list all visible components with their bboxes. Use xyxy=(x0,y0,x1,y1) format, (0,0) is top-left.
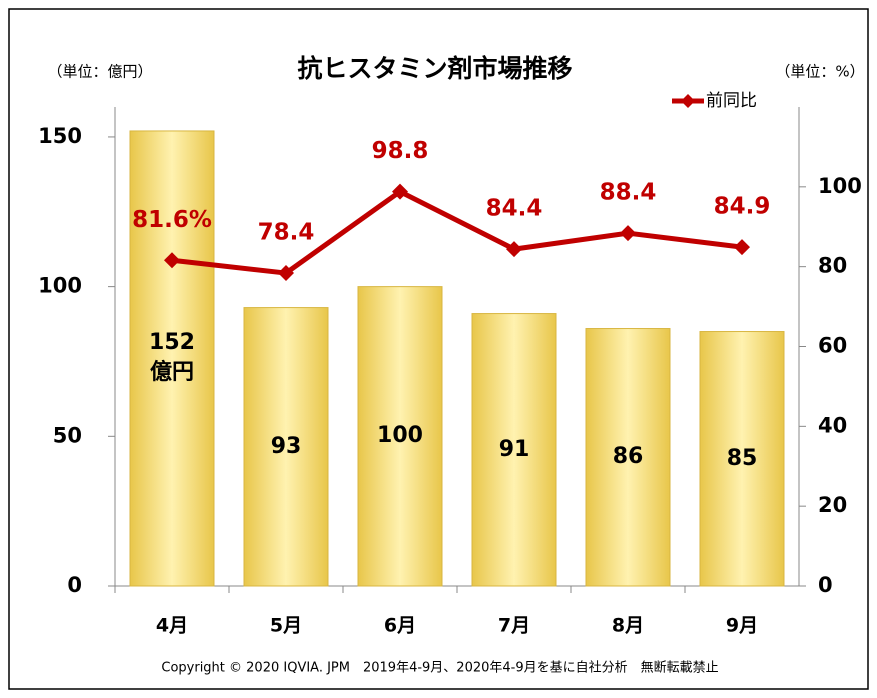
marker xyxy=(392,183,408,200)
x-tick-label: 8月 xyxy=(612,615,644,637)
y-tick-label: 150 xyxy=(38,124,82,148)
bar-label: 93 xyxy=(270,433,302,459)
y-tick-label: 50 xyxy=(53,423,82,447)
line-label: 84.4 xyxy=(486,196,543,222)
marker xyxy=(734,239,750,256)
line-label: 98.8 xyxy=(372,138,429,164)
legend-label: 前同比 xyxy=(706,91,757,111)
marker xyxy=(620,225,636,242)
x-tick-label: 4月 xyxy=(156,615,188,637)
marker xyxy=(506,241,522,258)
bar xyxy=(243,307,329,587)
x-tick-label: 5月 xyxy=(270,615,302,637)
line xyxy=(171,188,743,276)
legend-marker xyxy=(681,94,695,108)
y2-tick-label: 80 xyxy=(818,254,847,278)
marker xyxy=(278,265,294,282)
x-tick-label: 7月 xyxy=(498,615,530,637)
x-tick-label: 9月 xyxy=(726,615,758,637)
line-label: 84.9 xyxy=(714,194,771,220)
bar-label: 86 xyxy=(612,444,644,470)
frame xyxy=(8,8,869,690)
bar-label: 85 xyxy=(726,445,758,471)
y-tick-label: 0 xyxy=(67,573,82,597)
bar xyxy=(585,328,671,587)
line-label: 78.4 xyxy=(258,220,315,246)
chart-title: 抗ヒスタミン剤市場推移 xyxy=(297,54,572,83)
line-label: 81.6% xyxy=(132,207,212,233)
y2-tick-label: 100 xyxy=(818,174,862,198)
bar xyxy=(357,286,443,587)
bar-label: 152 億円 xyxy=(149,330,195,386)
y-unit: （単位：億円） xyxy=(47,63,152,81)
bar-label: 91 xyxy=(498,436,530,462)
y2-tick-label: 0 xyxy=(818,573,833,597)
bar xyxy=(129,130,215,587)
line-label: 88.4 xyxy=(600,180,657,206)
y-tick-label: 100 xyxy=(38,274,82,298)
footnote: Copyright © 2020 IQVIA. JPM 2019年4-9月、20… xyxy=(161,660,718,676)
marker xyxy=(164,252,180,269)
y2-tick-label: 60 xyxy=(818,334,847,358)
bar xyxy=(699,331,785,587)
bar xyxy=(471,313,557,587)
x-tick-label: 6月 xyxy=(384,615,416,637)
y2-unit: （単位：%） xyxy=(775,63,864,81)
bar-label: 100 xyxy=(377,423,423,449)
y2-tick-label: 20 xyxy=(818,493,847,517)
y2-tick-label: 40 xyxy=(818,413,847,437)
